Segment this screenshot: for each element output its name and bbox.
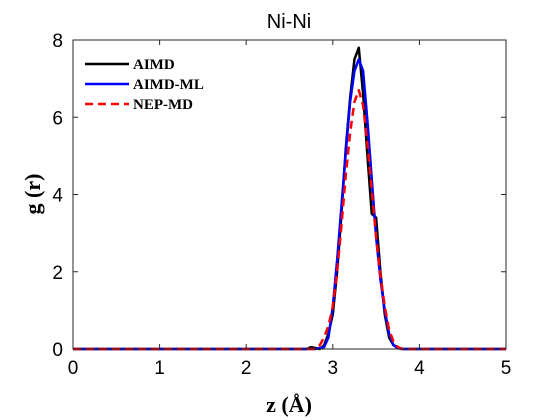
- y-axis-label: g (r): [20, 174, 45, 215]
- x-tick-label: 4: [414, 358, 425, 379]
- x-tick-label: 3: [328, 358, 339, 379]
- plot-area: [73, 40, 506, 349]
- legend: AIMD AIMD-ML NEP-MD: [85, 57, 204, 113]
- chart-title: Ni-Ni: [267, 11, 311, 33]
- series-line-nep-md: [73, 88, 506, 351]
- series-line-aimd-ml: [73, 58, 506, 351]
- y-tick-label: 2: [52, 263, 63, 284]
- x-axis-label: z (Å): [266, 392, 312, 417]
- series-layer: [73, 46, 506, 351]
- x-tick-label: 0: [68, 358, 79, 379]
- legend-label: NEP-MD: [133, 97, 193, 113]
- legend-label: AIMD: [133, 57, 175, 73]
- x-tick-label: 5: [501, 358, 512, 379]
- y-tick-label: 0: [52, 340, 63, 361]
- x-ticks: 0 1 2 3 4 5: [68, 40, 512, 379]
- y-tick-label: 6: [52, 108, 63, 129]
- y-tick-label: 8: [52, 31, 63, 52]
- y-tick-label: 4: [52, 186, 63, 207]
- legend-label: AIMD-ML: [133, 77, 204, 93]
- x-tick-label: 2: [241, 358, 252, 379]
- x-tick-label: 1: [154, 358, 165, 379]
- y-ticks: 0 2 4 6 8: [52, 31, 506, 361]
